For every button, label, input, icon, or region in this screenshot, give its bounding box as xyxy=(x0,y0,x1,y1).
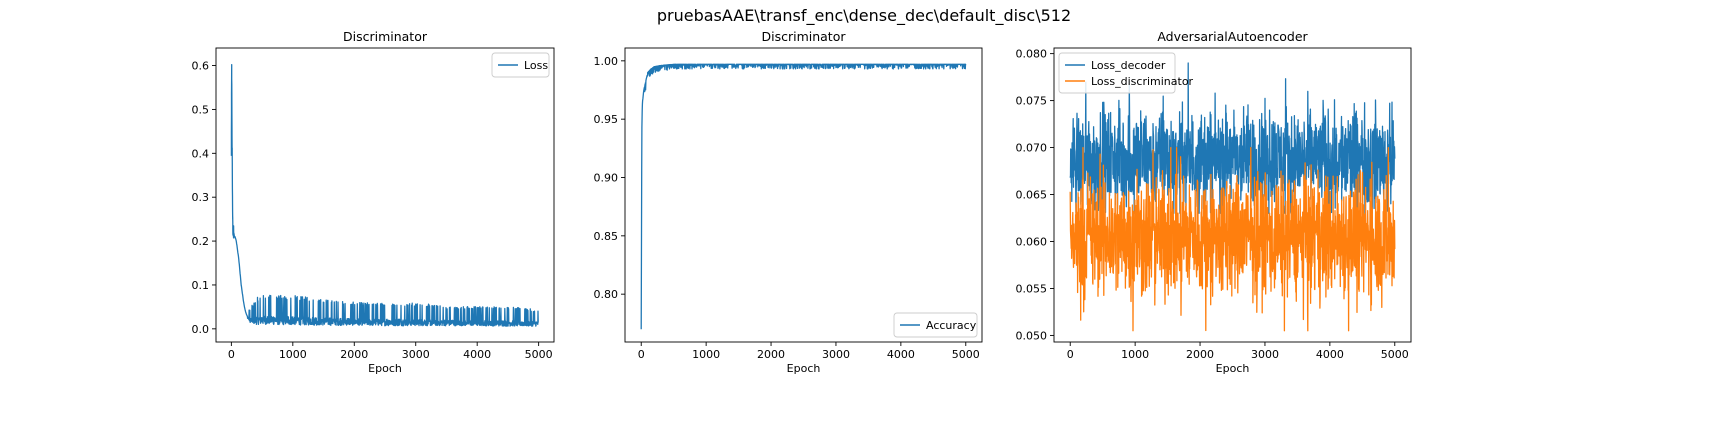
x-tick-label: 2000 xyxy=(757,348,785,361)
y-tick-label: 0.90 xyxy=(594,172,619,185)
legend-label: Loss_discriminator xyxy=(1091,75,1194,88)
x-tick-label: 1000 xyxy=(1121,348,1149,361)
legend: Loss xyxy=(491,52,550,78)
y-tick-label: 0.050 xyxy=(1016,329,1048,342)
series-line-accuracy xyxy=(640,63,967,330)
x-tick-label: 4000 xyxy=(887,348,915,361)
y-tick-label: 1.00 xyxy=(594,55,619,68)
axes-frame xyxy=(1053,47,1412,343)
x-tick-label: 1000 xyxy=(279,348,307,361)
y-tick-label: 0.055 xyxy=(1016,282,1048,295)
legend: Loss_decoder Loss_discriminator xyxy=(1058,52,1194,94)
y-tick-label: 0.4 xyxy=(192,147,210,160)
x-tick-label: 0 xyxy=(1067,348,1074,361)
subplot-title: AdversarialAutoencoder xyxy=(1157,29,1308,44)
y-tick-label: 0.0 xyxy=(192,323,210,336)
x-tick-label: 5000 xyxy=(952,348,980,361)
y-tick-label: 0.80 xyxy=(594,288,619,301)
y-tick-label: 0.075 xyxy=(1016,95,1048,108)
figure-suptitle: pruebasAAE\transf_enc\dense_dec\default_… xyxy=(656,6,1072,25)
x-tick-label: 0 xyxy=(638,348,645,361)
x-tick-label: 5000 xyxy=(1381,348,1409,361)
y-tick-label: 0.5 xyxy=(192,103,210,116)
plot-area xyxy=(640,63,967,330)
legend-label: Loss xyxy=(524,59,548,72)
x-tick-label: 3000 xyxy=(822,348,850,361)
y-tick-label: 0.95 xyxy=(594,113,619,126)
y-tick-label: 0.065 xyxy=(1016,189,1048,202)
legend-label: Loss_decoder xyxy=(1091,59,1166,72)
x-tick-label: 4000 xyxy=(1316,348,1344,361)
x-axis-label: Epoch xyxy=(1216,362,1250,375)
x-tick-label: 2000 xyxy=(340,348,368,361)
y-tick-label: 0.2 xyxy=(192,235,210,248)
subplot-1: Discriminator 0 1000 2000 3000 4000 5000 0.0 0.1… xyxy=(192,29,555,375)
x-tick-label: 1000 xyxy=(692,348,720,361)
y-tick-label: 0.070 xyxy=(1016,142,1048,155)
series-line-loss-discriminator xyxy=(1069,146,1396,332)
plot-area xyxy=(230,63,540,327)
x-axis-label: Epoch xyxy=(368,362,402,375)
series-line-loss xyxy=(230,63,540,327)
subplot-2: Discriminator 0 1000 2000 3000 4000 5000 0.80 0.… xyxy=(594,29,983,375)
subplot-title: Discriminator xyxy=(343,29,428,44)
subplot-3: AdversarialAutoencoder 0 1000 2000 3000 4000 5… xyxy=(1016,29,1412,375)
x-tick-label: 3000 xyxy=(1251,348,1279,361)
y-tick-label: 0.6 xyxy=(192,60,210,73)
x-tick-label: 4000 xyxy=(463,348,491,361)
series-line-loss-decoder xyxy=(1069,62,1396,214)
y-tick-label: 0.3 xyxy=(192,191,210,204)
x-tick-label: 0 xyxy=(228,348,235,361)
axes-frame xyxy=(215,47,555,343)
legend: Accuracy xyxy=(893,312,978,338)
y-tick-label: 0.080 xyxy=(1016,48,1048,61)
y-tick-label: 0.060 xyxy=(1016,235,1048,248)
legend-label: Accuracy xyxy=(926,319,977,332)
plot-area xyxy=(1069,62,1396,332)
x-tick-label: 5000 xyxy=(525,348,553,361)
x-tick-label: 2000 xyxy=(1186,348,1214,361)
y-tick-label: 0.85 xyxy=(594,230,619,243)
y-tick-label: 0.1 xyxy=(192,279,210,292)
axes-frame xyxy=(624,47,983,343)
subplot-title: Discriminator xyxy=(761,29,846,44)
legend-box xyxy=(491,52,550,78)
x-axis-label: Epoch xyxy=(787,362,821,375)
legend-box xyxy=(1058,52,1176,94)
legend-box xyxy=(893,312,978,338)
x-tick-label: 3000 xyxy=(402,348,430,361)
